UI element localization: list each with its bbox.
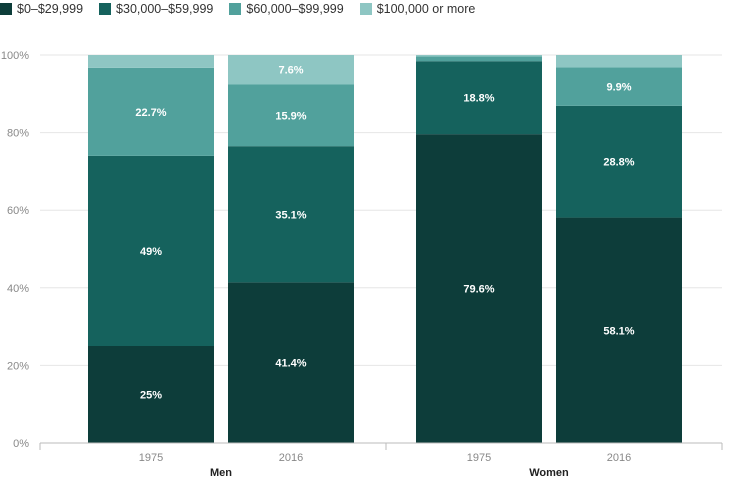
bar-segment [556,105,682,218]
x-tick-label: 1975 [139,452,163,464]
y-tick-label: 100% [1,50,29,62]
y-tick-label: 0% [13,438,29,450]
legend-item: $60,000–$99,999 [229,2,344,16]
data-label: 7.6% [278,65,303,77]
legend-item: $0–$29,999 [0,2,83,16]
data-label: 49% [140,246,162,258]
data-label: 25% [140,390,162,402]
bar-segment [556,217,682,443]
bar-segment [228,146,354,283]
legend: $0–$29,999 $30,000–$59,999 $60,000–$99,999… [0,0,491,18]
bar-segment [556,67,682,106]
legend-swatch [99,3,112,15]
legend-label: $0–$29,999 [17,2,84,16]
y-tick-label: 40% [7,283,29,295]
bar-segment [88,55,214,68]
group-label: Men [210,467,232,479]
bar-segment [556,55,682,68]
legend-item: $30,000–$59,999 [99,2,213,16]
bar-segment [228,55,354,85]
bar-segment [416,61,542,135]
bar-segment [88,155,214,346]
x-tick-label: 2016 [279,452,303,464]
bar-segment [88,346,214,443]
data-label: 28.8% [603,157,634,169]
data-label: 79.6% [463,284,494,296]
legend-label: $60,000–$99,999 [246,2,344,16]
group-label: Women [529,467,569,479]
bar-segment [416,56,542,62]
legend-label: $30,000–$59,999 [116,2,214,16]
y-tick-label: 60% [7,205,29,217]
legend-swatch [229,3,242,15]
legend-label: $100,000 or more [376,2,476,16]
data-label: 41.4% [275,358,306,370]
data-label: 15.9% [275,110,306,122]
bar-segment [228,282,354,443]
y-tick-label: 20% [7,360,29,372]
legend-swatch [359,3,372,15]
data-label: 9.9% [606,82,631,94]
bar-segment [416,134,542,444]
bar-segment [416,55,542,57]
data-label: 35.1% [275,209,306,221]
bar-segment [228,84,354,147]
data-label: 22.7% [135,107,166,119]
x-tick-label: 1975 [467,452,491,464]
data-label: 58.1% [603,325,634,337]
bar-segment [88,67,214,156]
x-tick-label: 2016 [607,452,631,464]
legend-item: $100,000 or more [359,2,476,16]
legend-swatch [0,3,12,15]
data-label: 18.8% [463,93,494,105]
y-tick-label: 80% [7,128,29,140]
